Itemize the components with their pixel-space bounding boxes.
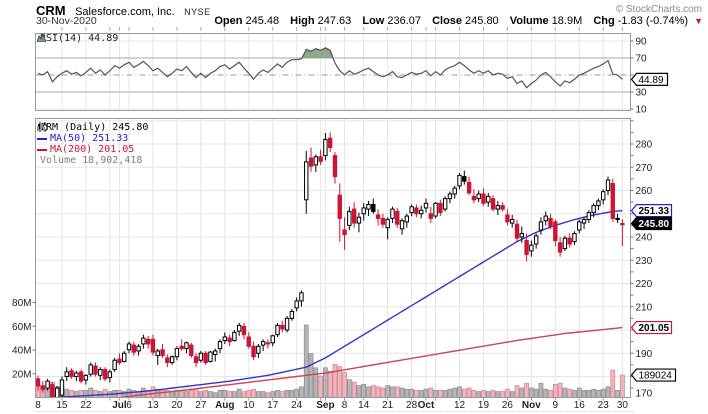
svg-text:70: 70	[636, 54, 648, 65]
svg-text:20M: 20M	[12, 369, 31, 380]
svg-text:9: 9	[553, 400, 559, 411]
svg-text:189024: 189024	[639, 371, 673, 382]
svg-text:230: 230	[636, 256, 653, 267]
svg-text:8: 8	[35, 400, 41, 411]
svg-text:23: 23	[598, 400, 610, 411]
axis-value-box: 245.80	[630, 216, 673, 231]
svg-text:90: 90	[636, 37, 648, 48]
quote-fields: Open 245.48 High 247.63 Low 236.07 Close 245…	[206, 15, 703, 27]
ma50-line	[44, 209, 623, 398]
volume-value: 18.9M	[551, 15, 583, 27]
low-label: Low	[362, 15, 385, 27]
svg-text:270: 270	[636, 163, 653, 174]
svg-text:28: 28	[406, 400, 418, 411]
rsi-overbought-fill	[301, 47, 334, 58]
svg-text:12: 12	[454, 400, 466, 411]
svg-text:19: 19	[478, 400, 490, 411]
svg-text:30: 30	[617, 400, 629, 411]
rsi-line	[37, 47, 623, 89]
svg-text:10: 10	[636, 105, 648, 116]
svg-text:16: 16	[574, 400, 586, 411]
panel-borders	[35, 33, 631, 398]
svg-text:8: 8	[342, 400, 348, 411]
svg-text:Jul: Jul	[112, 400, 127, 411]
svg-text:Oct: Oct	[418, 400, 435, 411]
down-triangle-icon: ▼	[694, 16, 703, 26]
svg-text:22: 22	[80, 400, 92, 411]
open-label: Open	[214, 15, 243, 27]
ticker-symbol: CRM	[36, 3, 66, 18]
svg-text:Aug: Aug	[215, 400, 234, 411]
chg-label: Chg	[593, 15, 615, 27]
main-chart-legend: CRM (Daily) 245.80 MA(50) 251.33 MA(200)…	[37, 122, 148, 166]
ma50-legend-label: MA(50) 251.33	[50, 133, 129, 144]
ma50-line-swatch	[37, 137, 47, 140]
symbol-legend-label: CRM (Daily) 245.80	[40, 122, 149, 133]
rsi-legend-label: RSI(14) 44.89	[40, 33, 119, 44]
svg-text:30: 30	[636, 88, 648, 99]
svg-text:44.89: 44.89	[639, 75, 664, 86]
svg-text:13: 13	[147, 400, 159, 411]
svg-text:20: 20	[171, 400, 183, 411]
svg-text:Nov: Nov	[522, 400, 541, 411]
open-value: 245.48	[245, 15, 280, 27]
svg-text:80M: 80M	[12, 298, 31, 309]
svg-text:260: 260	[636, 186, 653, 197]
volume-label: Volume	[509, 15, 549, 27]
svg-text:280: 280	[636, 140, 653, 151]
copyright-watermark: © StockCharts.com	[615, 4, 702, 15]
volume-axis-labels: 80M 60M 40M 20M	[12, 298, 31, 380]
date-axis-labels: 8 15 22 Jul 6 13 20 27 Aug 10 17 24 Sep 8 14 21 28 Oct 12 1…	[35, 400, 628, 411]
svg-text:170: 170	[636, 389, 653, 400]
svg-text:21: 21	[382, 400, 394, 411]
svg-text:220: 220	[636, 279, 653, 290]
svg-text:40M: 40M	[12, 346, 31, 357]
svg-text:60M: 60M	[12, 322, 31, 333]
axis-value-box: 201.05	[630, 320, 673, 335]
ma200-line	[116, 326, 623, 398]
candlesticks	[35, 132, 625, 398]
svg-text:14: 14	[358, 400, 370, 411]
axis-value-box: 251.33	[630, 204, 673, 218]
chg-value: -1.83 (-0.74%)	[617, 15, 689, 27]
svg-text:10: 10	[243, 400, 255, 411]
volume-legend-label: Volume 18,902,418	[40, 155, 143, 166]
grid-lines	[35, 27, 631, 401]
company-name: Salesforce.com, Inc.	[75, 6, 175, 18]
svg-text:6: 6	[126, 400, 132, 411]
svg-text:240: 240	[636, 233, 653, 244]
quote-row: 30-Nov-2020 Open 245.48 High 247.63 Low 236…	[36, 15, 703, 27]
svg-text:Sep: Sep	[316, 400, 334, 411]
axis-value-box: 189024	[630, 368, 677, 382]
svg-text:27: 27	[195, 400, 207, 411]
high-label: High	[290, 15, 315, 27]
svg-text:26: 26	[502, 400, 514, 411]
exchange-name: NYSE	[184, 7, 211, 17]
svg-text:245.80: 245.80	[639, 219, 670, 230]
svg-text:201.05: 201.05	[639, 323, 670, 334]
rsi-axis-labels: 90 70 30 10	[636, 37, 648, 116]
svg-text:17: 17	[267, 400, 279, 411]
low-value: 236.07	[387, 15, 421, 27]
price-axis-labels: 280270260240230220210190180170	[636, 140, 653, 400]
chart-header: CRM Salesforce.com, Inc. NYSE	[36, 2, 211, 20]
rsi-legend: RSI(14) 44.89	[37, 33, 118, 44]
high-value: 247.63	[317, 15, 352, 27]
close-value: 245.80	[465, 15, 499, 27]
svg-text:210: 210	[636, 302, 653, 313]
quote-date: 30-Nov-2020	[36, 15, 97, 27]
close-label: Close	[432, 15, 463, 27]
ma200-legend-label: MA(200) 201.05	[50, 144, 135, 155]
axis-value-box: 44.89	[630, 72, 669, 86]
svg-text:251.33: 251.33	[639, 206, 670, 217]
svg-text:24: 24	[291, 400, 303, 411]
ma200-line-swatch	[37, 148, 47, 151]
svg-text:15: 15	[56, 400, 68, 411]
svg-text:190: 190	[636, 349, 653, 360]
